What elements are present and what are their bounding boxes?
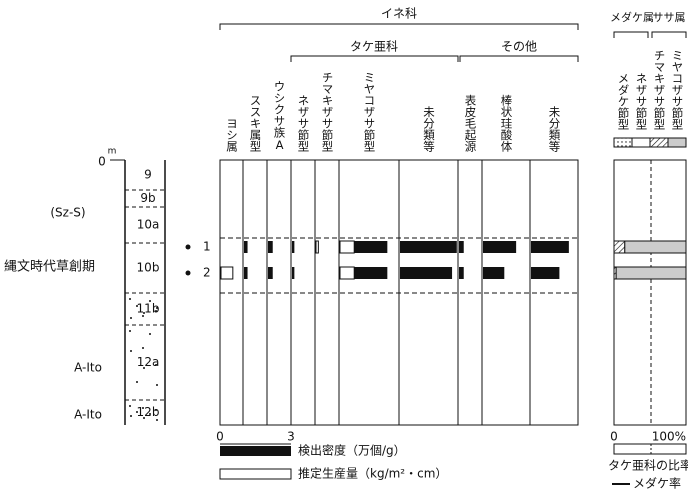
layer-label: 10b xyxy=(137,261,160,275)
sediment-dot xyxy=(143,367,145,369)
column-label: 表皮毛起源 xyxy=(464,94,478,153)
density-bar xyxy=(292,267,295,279)
density-bar xyxy=(244,267,248,279)
annotation: 縄文時代草創期 xyxy=(4,260,95,275)
legend-density xyxy=(220,446,291,456)
sample-label: 1 xyxy=(203,240,211,254)
column-label: 未分類等 xyxy=(422,106,436,152)
layer-label: 10a xyxy=(137,218,160,232)
sediment-dot xyxy=(156,419,158,421)
sediment-dot xyxy=(155,364,157,366)
density-bar xyxy=(483,241,517,253)
legend-label: メダケ率 xyxy=(633,476,681,491)
column-label: ススキ属型 xyxy=(249,95,263,153)
legend-production xyxy=(219,468,292,480)
subgroup-title: メダケ属 xyxy=(610,10,654,24)
sediment-dot xyxy=(149,333,151,335)
sediment-dot xyxy=(156,307,158,309)
production-bar xyxy=(339,266,355,280)
density-bar xyxy=(483,267,505,279)
column-label: ネザサ節型 xyxy=(297,95,311,153)
sediment-dot xyxy=(130,317,132,319)
sediment-dot xyxy=(129,405,131,407)
sediment-dot xyxy=(136,381,138,383)
group-title: イネ科 xyxy=(381,7,417,21)
density-bar xyxy=(268,241,273,253)
subgroup-title: タケ亜科 xyxy=(350,40,398,54)
production-bar xyxy=(339,240,355,254)
sediment-dot xyxy=(142,407,144,409)
pattern-key xyxy=(613,137,633,148)
depth-label: 0 xyxy=(98,155,106,169)
ratio-column-label: チマキザサ節型 xyxy=(653,50,667,131)
sediment-dot xyxy=(155,310,157,312)
density-bar xyxy=(459,267,464,279)
scale-tick-label: 0 xyxy=(216,430,224,444)
sediment-dot xyxy=(136,305,138,307)
density-bar xyxy=(400,267,453,279)
column-label: 棒状珪酸体 xyxy=(500,94,514,152)
legend-label: 推定生産量（kg/m²・cm） xyxy=(298,466,447,481)
annotation: A-Ito xyxy=(74,361,102,375)
annotation: A-Ito xyxy=(74,408,102,422)
legend-label: タケ亜科の比率 xyxy=(608,458,688,473)
column-label: チマキザサ節型 xyxy=(321,72,335,153)
ratio-column-label: ミヤコザサ節型 xyxy=(671,50,685,131)
layer-label: 12a xyxy=(137,355,160,369)
ratio-tick-label: 100% xyxy=(652,430,686,444)
annotation: (Sz-S) xyxy=(50,206,85,220)
sediment-dot xyxy=(143,312,145,314)
ratio-column-label: メダケ節型 xyxy=(617,73,631,131)
density-bar xyxy=(292,241,295,253)
sediment-dot xyxy=(149,300,151,302)
layer-label: 9 xyxy=(144,168,152,182)
sediment-dot xyxy=(143,417,145,419)
ratio-segment xyxy=(613,240,626,254)
sediment-dot xyxy=(142,315,144,317)
column-label: 未分類等 xyxy=(548,106,562,152)
density-bar xyxy=(459,241,464,253)
scale-tick-label: 3 xyxy=(287,430,295,444)
sediment-dot xyxy=(130,415,132,417)
sediment-dot xyxy=(156,384,158,386)
column-label: ミヤコザサ節型 xyxy=(363,72,377,153)
sample-marker xyxy=(185,270,191,276)
layer-label: 11b xyxy=(137,302,160,316)
sediment-dot xyxy=(149,413,151,415)
ratio-axis-box xyxy=(613,443,687,455)
sediment-dot xyxy=(129,330,131,332)
column-label: ウシクサ族A xyxy=(273,81,287,153)
density-bar xyxy=(244,241,248,253)
density-bar xyxy=(531,267,560,279)
ratio-column-label: ネザサ節型 xyxy=(635,73,649,131)
layer-label: 12b xyxy=(137,405,160,419)
depth-unit: m xyxy=(108,147,117,157)
production-bar xyxy=(220,266,234,280)
ratio-tick-label: 0 xyxy=(610,430,618,444)
sediment-dot xyxy=(130,350,132,352)
sediment-dot xyxy=(129,298,131,300)
pattern-key xyxy=(649,137,669,148)
production-bar xyxy=(315,240,319,254)
column-label: ヨシ属 xyxy=(225,118,239,153)
density-bar xyxy=(268,267,273,279)
layer-label: 9b xyxy=(140,191,155,205)
subgroup-title: その他 xyxy=(501,40,537,54)
sediment-dot xyxy=(142,347,144,349)
pattern-key xyxy=(667,137,687,148)
sediment-dot xyxy=(155,409,157,411)
sediment-dot xyxy=(136,411,138,413)
density-bar xyxy=(531,241,569,253)
pattern-key xyxy=(631,137,651,148)
legend-label: 検出密度（万個/g） xyxy=(298,443,406,458)
ratio-segment xyxy=(624,240,687,254)
subgroup-title: ササ属 xyxy=(653,11,686,24)
density-bar xyxy=(400,241,457,253)
brackets xyxy=(110,23,687,426)
sample-label: 2 xyxy=(203,266,211,280)
ratio-segment xyxy=(615,266,687,280)
sample-marker xyxy=(185,244,191,250)
